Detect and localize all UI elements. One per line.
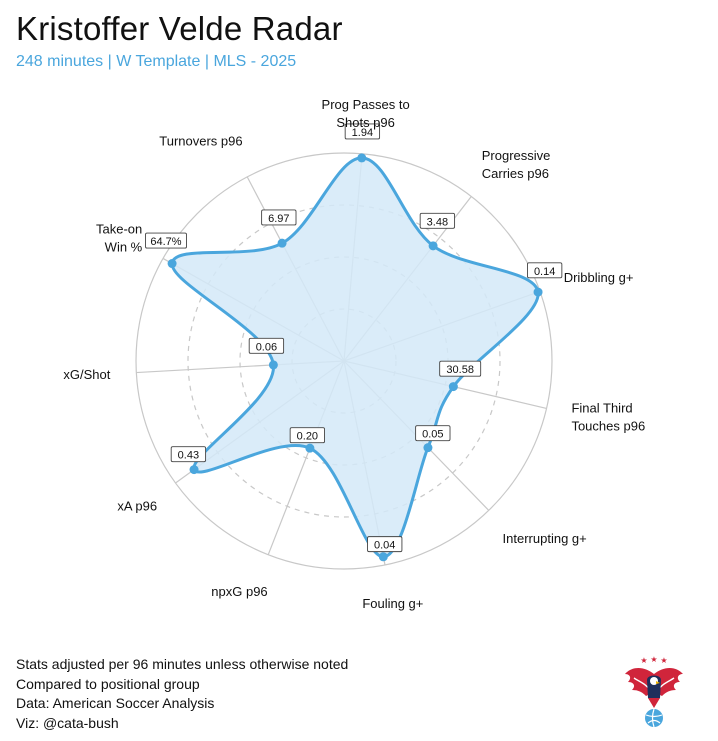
- value-label-text: 64.7%: [150, 236, 181, 248]
- chart-title: Kristoffer Velde Radar: [16, 10, 343, 47]
- axis-label-5: Fouling g+: [362, 596, 423, 611]
- note-adjusted: Stats adjusted per 96 minutes unless oth…: [16, 656, 349, 672]
- radar-point-0: [357, 153, 367, 163]
- radar-point-6: [305, 443, 315, 453]
- ball-icon: [645, 709, 663, 727]
- axis-label-9: Take-on Win %: [96, 222, 143, 255]
- note-author: Viz: @cata-bush: [16, 714, 119, 731]
- value-label-text: 0.05: [422, 429, 443, 441]
- value-label-box: [145, 232, 187, 249]
- radar-point-2: [533, 287, 543, 297]
- radar-point-3: [448, 382, 458, 392]
- radar-area: [170, 156, 540, 559]
- axis-label-6: npxG p96: [211, 584, 267, 599]
- chart-subtitle: 248 minutes | W Template | MLS - 2025: [16, 53, 297, 70]
- axis-label-1: Progressive Carries p96: [482, 148, 551, 181]
- value-label-0: 1.94: [344, 123, 381, 140]
- value-label-6: 0.20: [289, 427, 326, 444]
- value-label-box: [170, 446, 207, 463]
- value-label-1: 3.48: [419, 212, 456, 229]
- value-label-2: 0.14: [527, 262, 563, 279]
- value-label-box: [439, 360, 482, 377]
- axis-label-4: Interrupting g+: [503, 531, 587, 546]
- value-label-box: [419, 212, 456, 229]
- radar-point-7: [189, 465, 199, 475]
- value-label-9: 64.7%: [145, 232, 187, 249]
- value-label-text: 0.43: [178, 450, 199, 462]
- value-label-5: 0.04: [367, 536, 403, 553]
- value-label-box: [248, 337, 285, 354]
- value-label-text: 0.04: [374, 540, 395, 552]
- radar-point-9: [167, 259, 177, 269]
- star-icon: ★: [640, 656, 647, 665]
- value-label-text: 6.97: [268, 213, 289, 225]
- value-label-box: [289, 427, 326, 444]
- value-label-7: 0.43: [170, 446, 207, 463]
- radar-point-5: [378, 552, 388, 562]
- axis-label-7: xA p96: [117, 498, 157, 513]
- grid-ring: [135, 152, 553, 570]
- value-label-box: [261, 209, 297, 226]
- radar-point-4: [423, 443, 433, 453]
- axis-label-0: Prog Passes to Shots p96: [322, 97, 410, 130]
- note-compared: Compared to positional group: [16, 675, 200, 692]
- value-label-8: 0.06: [248, 337, 285, 354]
- star-icon: ★: [660, 656, 667, 665]
- value-label-box: [344, 123, 381, 140]
- star-icon: ★: [650, 655, 657, 664]
- note-data-source: Data: American Soccer Analysis: [16, 695, 215, 711]
- axis-label-10: Turnovers p96: [159, 133, 242, 148]
- eagle-logo: ★ ★ ★: [625, 655, 683, 728]
- radar-shape: [167, 153, 543, 562]
- value-label-text: 0.20: [297, 431, 318, 443]
- value-label-box: [415, 425, 451, 442]
- radar-point-1: [428, 241, 438, 251]
- radar-point-10: [277, 238, 287, 248]
- value-label-10: 6.97: [261, 209, 297, 226]
- axis-label-3: Final Third Touches p96: [571, 401, 645, 434]
- value-label-text: 0.06: [256, 341, 277, 353]
- value-label-box: [367, 536, 403, 553]
- axis-label-2: Dribbling g+: [564, 270, 634, 285]
- eagle-tail: [648, 698, 660, 708]
- axis-label-8: xG/Shot: [63, 367, 110, 382]
- value-label-text: 1.94: [352, 127, 373, 139]
- radar-point-8: [268, 360, 278, 370]
- value-label-3: 30.58: [439, 360, 482, 377]
- value-label-box: [527, 262, 563, 279]
- footer-notes: Stats adjusted per 96 minutes unless oth…: [16, 655, 348, 733]
- value-label-text: 3.48: [427, 216, 448, 228]
- value-label-text: 30.58: [446, 364, 474, 376]
- value-label-4: 0.05: [415, 425, 451, 442]
- value-label-text: 0.14: [534, 266, 555, 278]
